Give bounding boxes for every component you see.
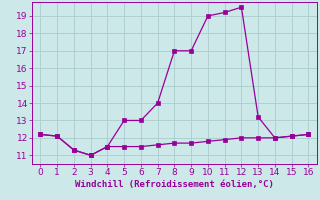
X-axis label: Windchill (Refroidissement éolien,°C): Windchill (Refroidissement éolien,°C) <box>75 180 274 189</box>
